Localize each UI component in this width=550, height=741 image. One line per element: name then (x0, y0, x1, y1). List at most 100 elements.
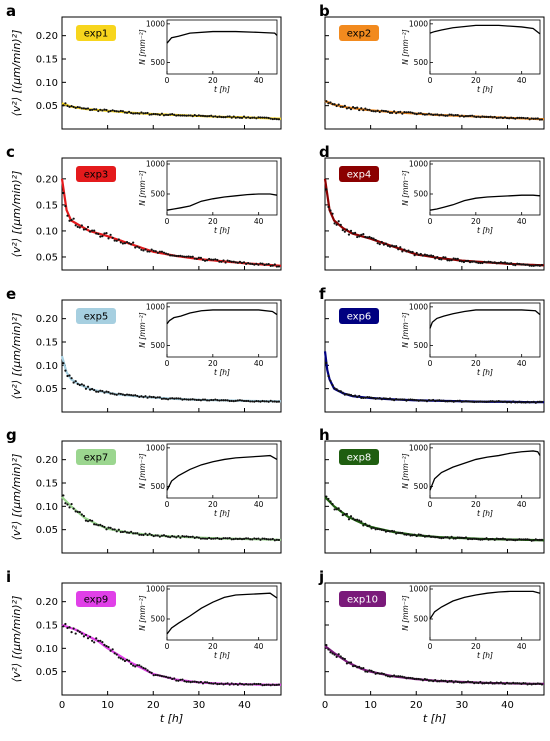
panel-letter: a (6, 2, 16, 20)
data-point (70, 631, 73, 634)
data-point (438, 399, 441, 402)
data-point (111, 109, 114, 112)
data-point (510, 538, 513, 541)
data-point (164, 252, 168, 255)
data-point (532, 264, 535, 267)
data-point (376, 527, 379, 531)
data-point (501, 116, 505, 120)
data-point (368, 108, 371, 111)
data-point (175, 254, 178, 258)
data-point (384, 242, 388, 245)
data-point (187, 535, 190, 538)
data-point (454, 113, 457, 117)
inset-x-tick-label: 0 (165, 76, 170, 85)
inset-x-label: t [h] (214, 368, 230, 377)
data-point (462, 115, 466, 118)
data-point (162, 534, 166, 537)
inset-curve (429, 450, 541, 491)
data-point (189, 398, 192, 401)
data-point (466, 114, 470, 118)
data-point (162, 675, 166, 678)
data-point (436, 399, 439, 402)
data-point (86, 107, 90, 110)
data-point (88, 230, 92, 233)
data-point (507, 117, 511, 120)
data-point (64, 102, 67, 105)
data-point (93, 641, 96, 644)
data-point (68, 626, 71, 629)
data-point (166, 253, 170, 256)
data-point (497, 537, 500, 541)
data-point (540, 683, 544, 686)
data-point (238, 399, 242, 402)
data-point (82, 635, 85, 638)
data-point (362, 233, 365, 236)
data-point (64, 204, 67, 208)
panel-f: f exp6 500 1000 0 20 40 N [mm⁻²] t [h] (319, 285, 545, 413)
data-point (399, 110, 402, 113)
data-point (199, 114, 203, 117)
data-point (244, 399, 248, 403)
inset-x-tick-label: 20 (208, 217, 218, 226)
data-point (399, 246, 402, 249)
data-point (386, 675, 390, 678)
data-point (226, 259, 229, 262)
data-point (164, 113, 168, 116)
data-point (144, 112, 147, 115)
data-point (263, 116, 266, 119)
inset-x-tick-label: 0 (165, 359, 170, 368)
data-point (158, 396, 161, 399)
data-point (103, 525, 106, 529)
data-point (429, 254, 433, 257)
data-point (109, 392, 112, 395)
x-tick-label: 20 (410, 700, 423, 711)
data-point (440, 537, 443, 540)
data-point (532, 682, 535, 685)
data-point (214, 537, 217, 540)
data-point (440, 258, 443, 261)
data-point (84, 633, 88, 637)
data-point (468, 400, 472, 403)
data-point (514, 263, 517, 267)
data-point (115, 530, 118, 533)
badge-label: exp7 (84, 453, 109, 464)
data-point (397, 398, 400, 401)
data-point (514, 682, 517, 685)
inset-frame (429, 160, 541, 216)
data-markers (325, 643, 544, 686)
data-point (358, 235, 361, 238)
data-point (362, 396, 365, 400)
data-point (514, 117, 517, 120)
data-point (191, 255, 194, 258)
data-point (378, 110, 381, 114)
data-point (267, 262, 270, 266)
data-point (78, 383, 81, 387)
data-point (390, 398, 394, 401)
data-point (158, 113, 161, 116)
data-point (374, 672, 377, 675)
data-point (516, 262, 519, 265)
data-point (393, 530, 396, 533)
data-point (384, 530, 388, 533)
data-point (356, 106, 359, 109)
data-point (327, 497, 330, 501)
data-point (226, 115, 229, 118)
data-point (325, 361, 328, 365)
panel-letter: e (6, 285, 16, 303)
badge-background (76, 25, 116, 41)
data-point (177, 679, 180, 682)
data-point (337, 507, 340, 510)
data-point (261, 262, 264, 265)
data-point (80, 632, 83, 635)
data-point (427, 112, 431, 115)
data-point (269, 117, 272, 120)
data-point (125, 111, 129, 114)
inset-frame (166, 19, 278, 75)
data-point (93, 108, 96, 111)
data-point (169, 113, 172, 116)
data-point (132, 241, 135, 244)
data-point (236, 537, 239, 541)
data-point (491, 537, 494, 541)
data-point (222, 399, 225, 402)
data-point (271, 683, 274, 686)
